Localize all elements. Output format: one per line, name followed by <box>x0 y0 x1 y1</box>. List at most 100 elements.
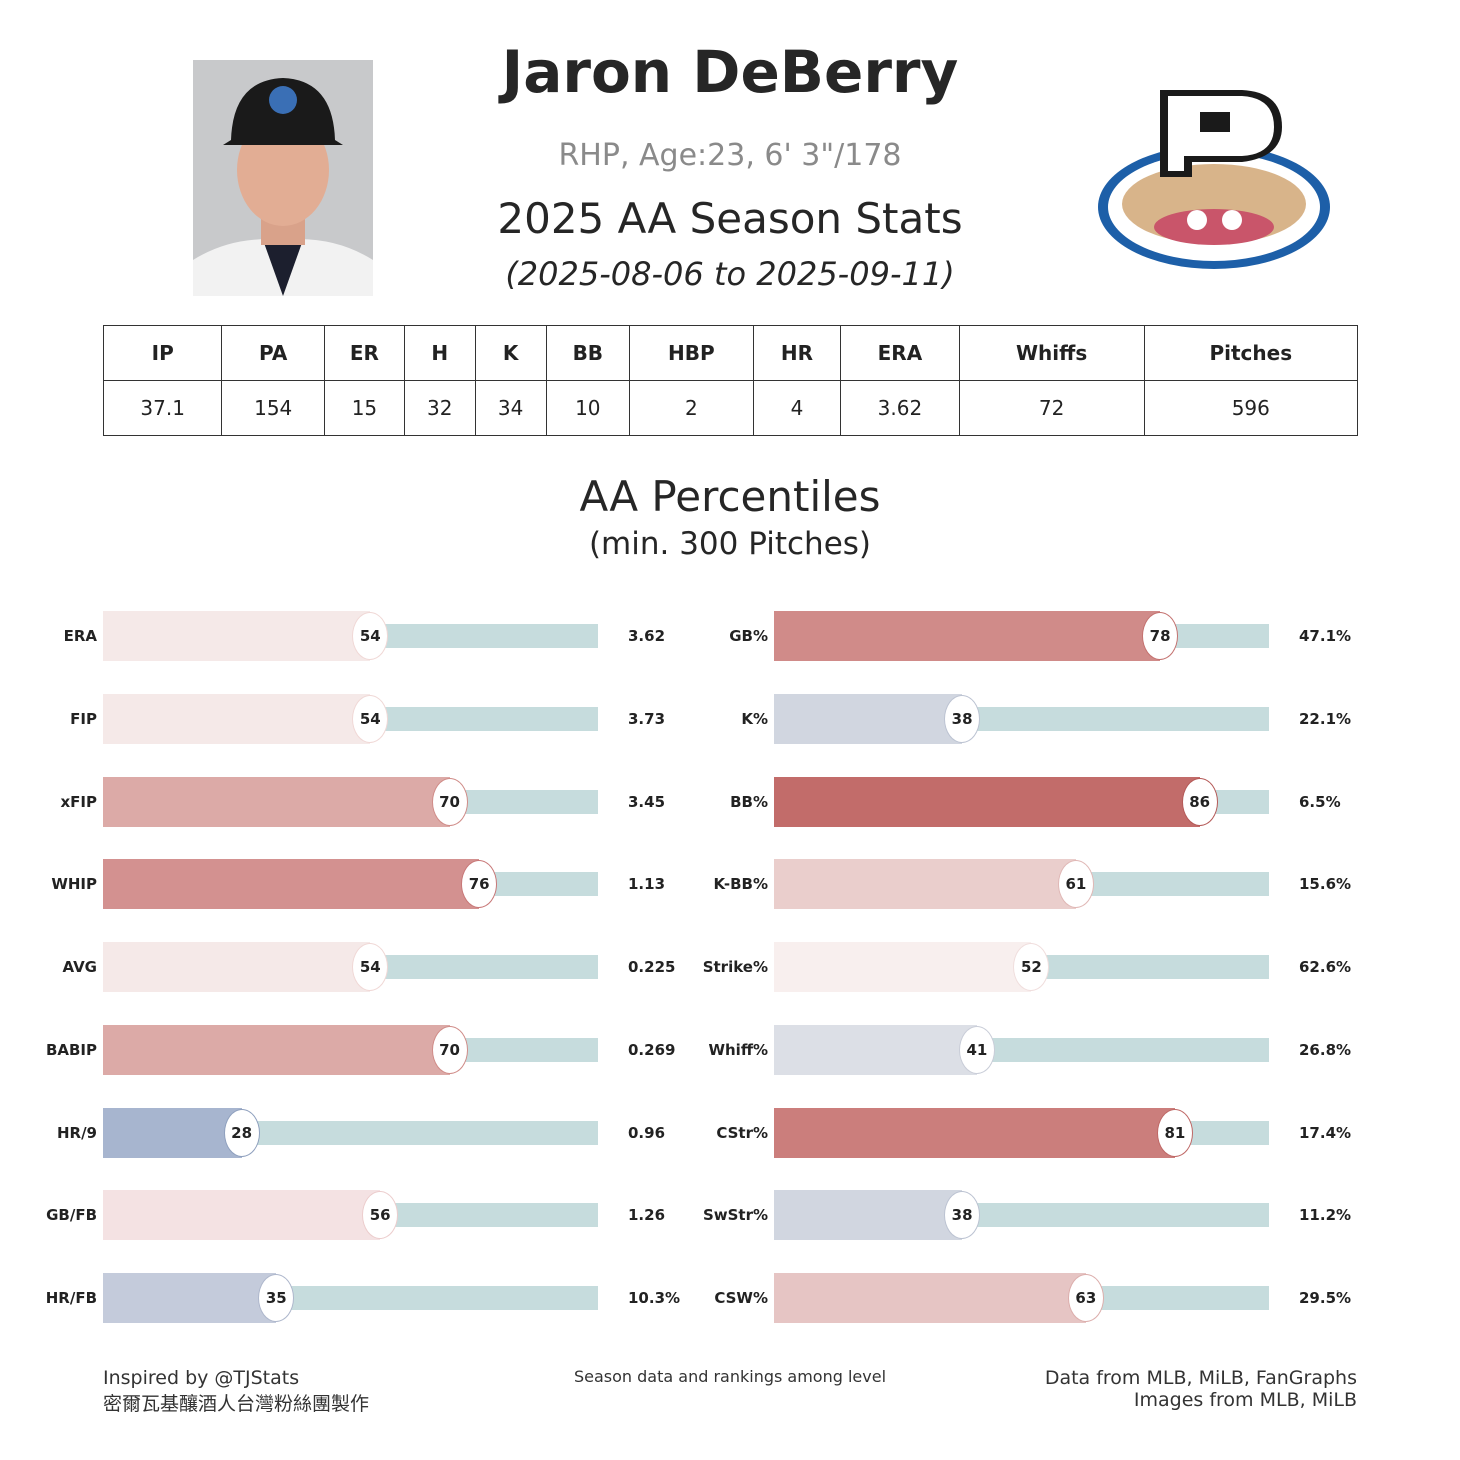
stat-header: K <box>474 325 547 381</box>
metric-value: 3.73 <box>628 709 666 728</box>
percentile-marker: 54 <box>352 694 389 743</box>
metric-value: 47.1% <box>1299 627 1352 645</box>
metric-label: SwStr% <box>702 1206 768 1225</box>
percentile-bar <box>774 1107 1175 1158</box>
stat-header: ERA <box>840 325 960 381</box>
metric-label: ERA <box>63 627 97 645</box>
percentiles-title: AA Percentiles <box>579 472 881 521</box>
percentile-marker: 38 <box>944 1191 981 1240</box>
metric-value: 29.5% <box>1299 1289 1352 1307</box>
metric-label: HR/FB <box>45 1289 97 1307</box>
percentile-bar <box>774 942 1032 992</box>
metric-value: 22.1% <box>1299 709 1352 728</box>
metric-label: BB% <box>730 792 768 811</box>
percentile-bar <box>774 1190 963 1241</box>
percentile-bar <box>774 1024 977 1075</box>
percentile-marker: 86 <box>1181 777 1218 826</box>
metric-label: CSW% <box>714 1289 768 1307</box>
metric-label: Strike% <box>702 958 768 976</box>
footer-note: Season data and rankings among level <box>573 1367 887 1386</box>
player-headshot <box>193 60 373 296</box>
metric-value: 0.269 <box>628 1040 676 1059</box>
stat-value: 37.1 <box>102 380 223 436</box>
percentile-bar <box>103 859 480 910</box>
percentile-bar <box>103 1273 277 1323</box>
stat-header: BB <box>545 325 631 381</box>
stat-value: 32 <box>403 380 476 436</box>
percentile-marker: 52 <box>1013 943 1050 991</box>
stat-value: 15 <box>323 380 405 436</box>
percentile-bar <box>774 776 1200 827</box>
metric-value: 3.62 <box>628 627 666 645</box>
footer-credit-chinese: 密爾瓦基釀酒人台灣粉絲團製作 <box>103 1393 370 1415</box>
percentile-bar <box>103 1107 242 1158</box>
metric-value: 3.45 <box>628 792 666 811</box>
metric-label: K% <box>741 709 768 728</box>
percentile-marker: 70 <box>431 777 468 826</box>
metric-value: 1.13 <box>628 875 666 894</box>
metric-value: 15.6% <box>1299 875 1352 894</box>
percentile-bar <box>103 1024 450 1075</box>
percentile-bar <box>774 859 1076 910</box>
metric-label: CStr% <box>716 1123 768 1142</box>
percentile-marker: 28 <box>223 1108 260 1157</box>
percentile-marker: 63 <box>1067 1274 1104 1322</box>
stat-value: 34 <box>474 380 547 436</box>
metric-label: GB% <box>729 627 768 645</box>
percentile-bar <box>774 611 1161 661</box>
percentile-marker: 56 <box>362 1191 399 1240</box>
stat-value: 3.62 <box>840 380 960 436</box>
percentile-marker: 35 <box>258 1274 295 1322</box>
percentile-marker: 70 <box>431 1025 468 1074</box>
footer-image-source: Images from MLB, MiLB <box>1133 1389 1357 1411</box>
metric-value: 0.96 <box>628 1123 666 1142</box>
season-stats-table: IP PA ER H K BB HBP HR ERA Whiffs Pitches 37.1 154 1… <box>102 325 1359 436</box>
metric-value: 6.5% <box>1299 792 1341 811</box>
metric-label: AVG <box>62 958 97 976</box>
stat-header: Pitches <box>1143 325 1359 381</box>
stat-value: 72 <box>958 380 1145 436</box>
footer-credit: Inspired by @TJStats <box>103 1367 300 1389</box>
stat-value: 4 <box>752 380 842 436</box>
metric-label: Whiff% <box>708 1040 768 1059</box>
percentile-bar <box>103 776 450 827</box>
metric-label: BABIP <box>45 1040 97 1059</box>
stat-header: HR <box>752 325 842 381</box>
percentiles-subtitle: (min. 300 Pitches) <box>588 526 872 562</box>
team-logo <box>1092 82 1334 274</box>
metric-value: 17.4% <box>1299 1123 1352 1142</box>
metric-label: GB/FB <box>46 1206 97 1225</box>
date-range: (2025-08-06 to 2025-09-11) <box>505 255 955 293</box>
percentile-bar <box>774 693 963 744</box>
stat-header: Whiffs <box>958 325 1145 381</box>
percentile-bar <box>103 611 371 661</box>
metric-label: xFIP <box>60 792 98 811</box>
metric-label: K-BB% <box>713 875 768 894</box>
metric-value: 11.2% <box>1299 1206 1352 1225</box>
metric-value: 62.6% <box>1299 958 1352 976</box>
stat-value: 596 <box>1143 380 1359 436</box>
footer-data-source: Data from MLB, MiLB, FanGraphs <box>1044 1367 1357 1389</box>
stat-header: ER <box>323 325 405 381</box>
metric-value: 1.26 <box>628 1206 666 1225</box>
percentile-marker: 54 <box>352 612 389 660</box>
stat-header: HBP <box>629 325 754 381</box>
percentile-bar <box>103 693 371 744</box>
percentile-bar <box>774 1273 1086 1323</box>
percentile-marker: 54 <box>352 943 389 991</box>
stat-value: 154 <box>221 380 325 436</box>
percentile-marker: 76 <box>461 860 498 909</box>
metric-label: HR/9 <box>56 1123 97 1142</box>
season-title: 2025 AA Season Stats <box>497 194 963 243</box>
metric-label: FIP <box>70 709 97 728</box>
percentile-bar <box>103 1190 381 1241</box>
percentile-marker: 41 <box>958 1025 995 1074</box>
metric-label: WHIP <box>51 875 97 894</box>
percentile-marker: 78 <box>1142 612 1179 660</box>
player-name: Jaron DeBerry <box>501 38 959 106</box>
player-bio: RHP, Age:23, 6' 3"/178 <box>558 138 902 173</box>
metric-value: 26.8% <box>1299 1040 1352 1059</box>
stat-value: 2 <box>629 380 754 436</box>
percentile-marker: 61 <box>1057 860 1094 909</box>
